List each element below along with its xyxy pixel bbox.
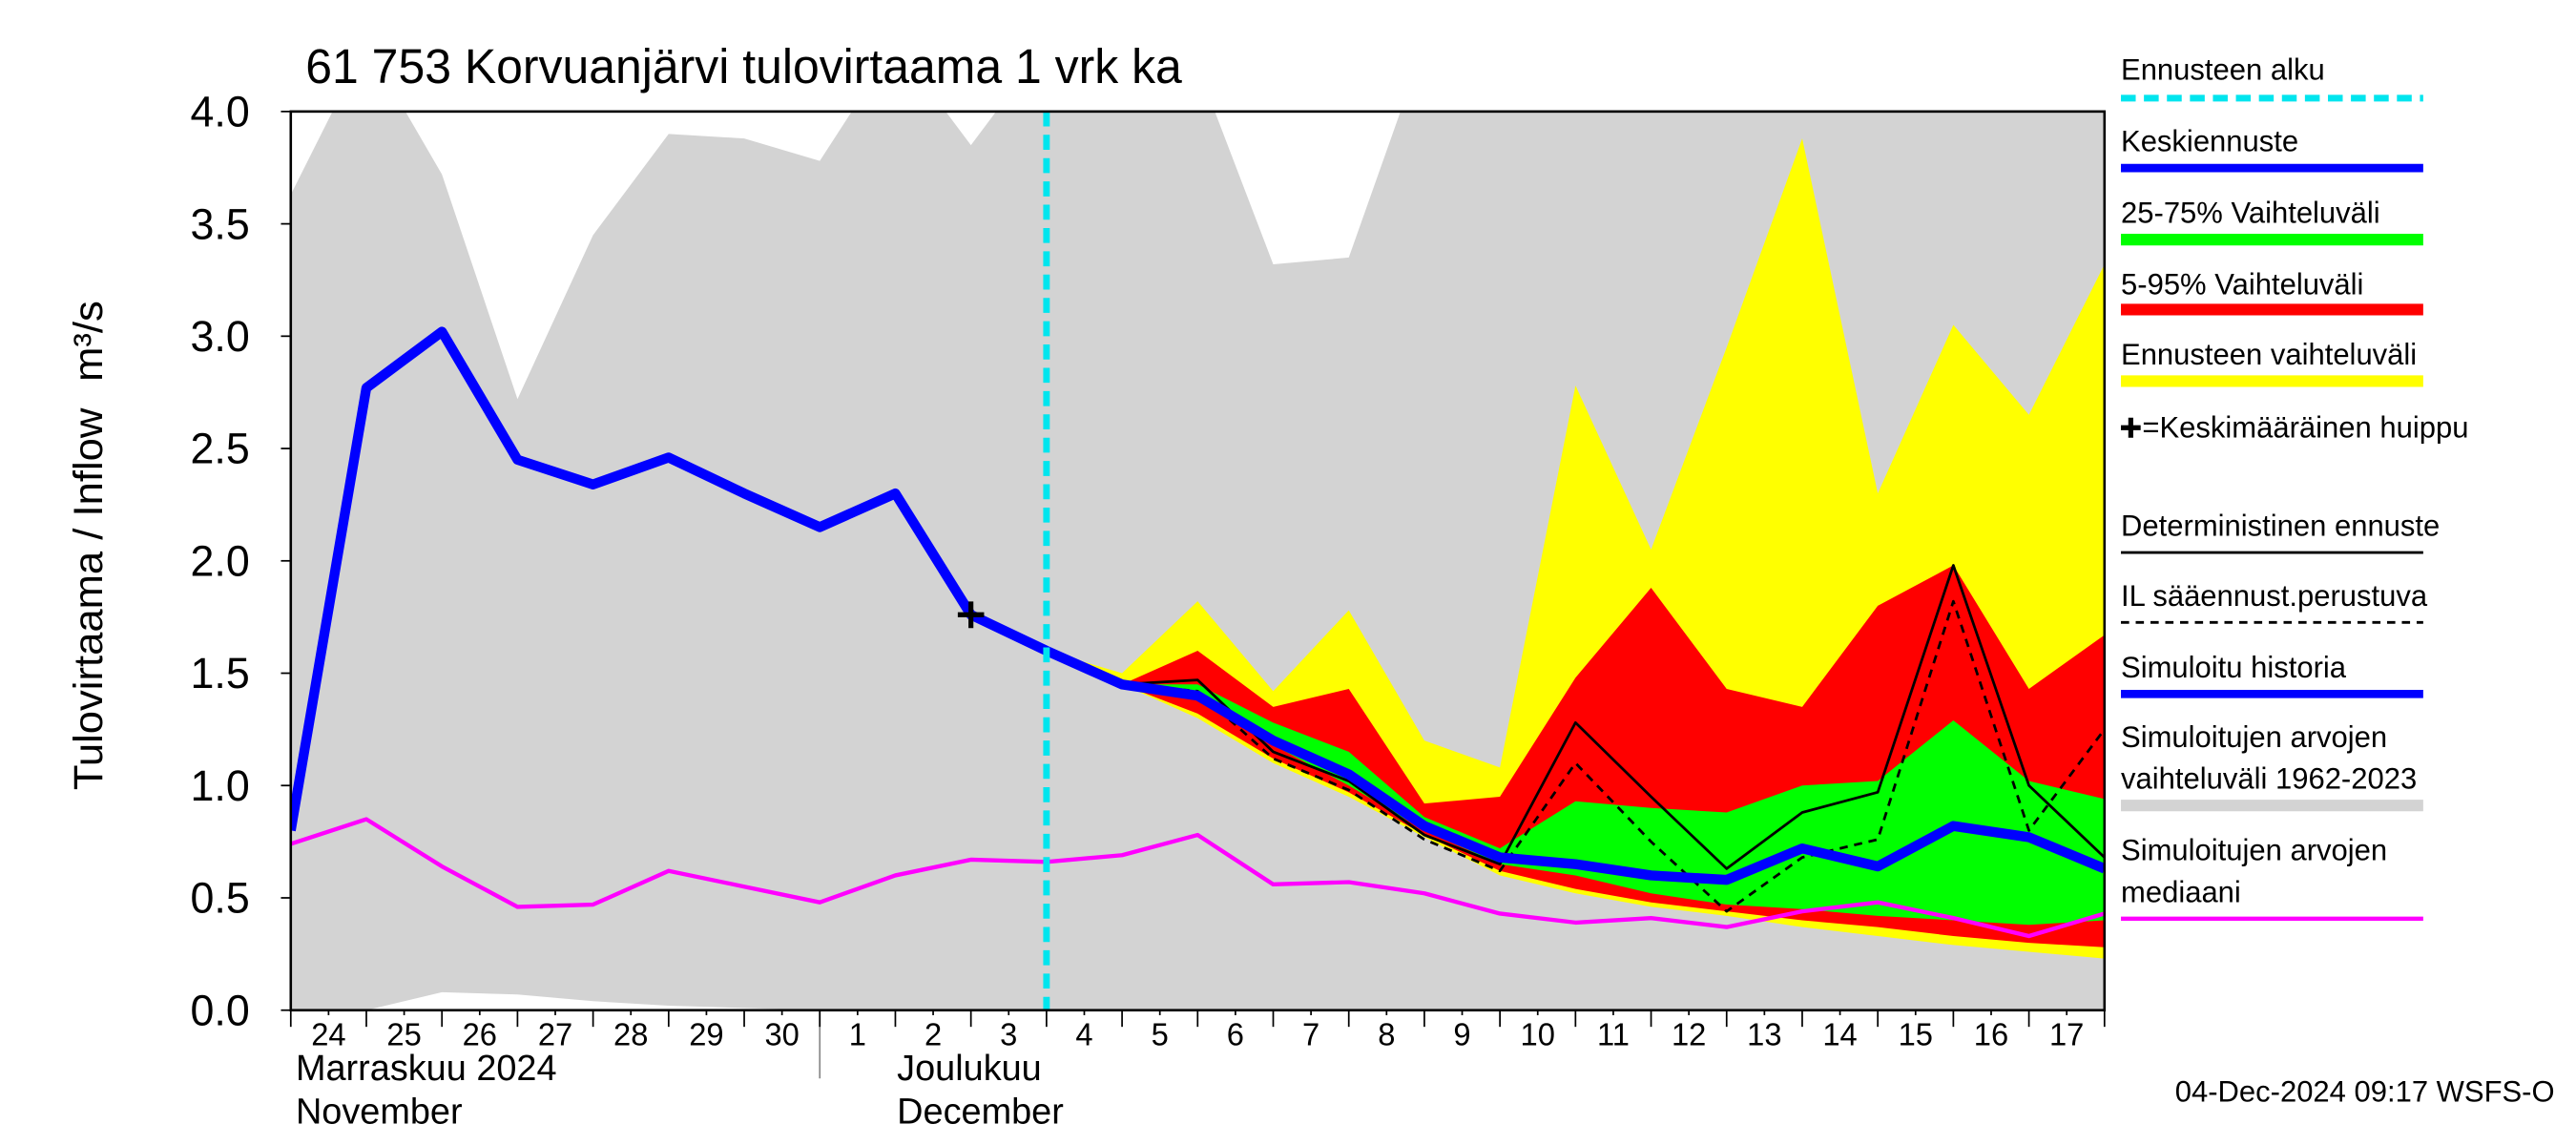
y-tick-label: 4.0 [191, 87, 250, 135]
y-axis-unit: m³/s [66, 301, 112, 382]
legend-swatch [2121, 417, 2141, 438]
legend-text: Simuloitujen arvojen mediaani [2121, 833, 2388, 909]
month-label: December [897, 1091, 1064, 1132]
x-tick-label: 3 [1000, 1016, 1017, 1051]
plot-area [290, 111, 2105, 1010]
legend-label: Simuloitujen arvojen mediaani [2121, 833, 2388, 909]
month-label: Marraskuu 2024 [296, 1048, 557, 1089]
series-line [1122, 564, 2105, 870]
month-label: November [296, 1091, 463, 1132]
legend-text: Ennusteen vaihteluväli [2121, 338, 2418, 371]
x-tick-label: 16 [1974, 1016, 2008, 1051]
y-tick-label: 1.0 [191, 761, 250, 810]
legend-label: IL sääennust.perustuva [2121, 578, 2428, 613]
y-axis-title: Tulovirtaama / Inflow [66, 407, 112, 790]
x-tick-label: 26 [463, 1016, 497, 1051]
y-tick-label: 2.0 [191, 536, 250, 585]
y-tick-label: 0.0 [191, 986, 250, 1034]
legend-text: =Keskimääräinen huippu [2142, 410, 2469, 445]
legend-label: Deterministinen ennuste [2121, 509, 2441, 543]
legend-label: 5-95% Vaihteluväli [2121, 267, 2364, 302]
chart-title: 61 753 Korvuanjärvi tulovirtaama 1 vrk k… [305, 40, 1182, 94]
x-tick-label: 4 [1075, 1016, 1092, 1051]
legend-text: Simuloitujen arvojen vaihteluväli 1962-2… [2121, 720, 2418, 796]
series-line [290, 326, 1049, 832]
x-tick-label: 29 [689, 1016, 723, 1051]
x-tick-label: 2 [924, 1016, 942, 1051]
x-tick-label: 15 [1899, 1016, 1933, 1051]
legend-label: 25-75% Vaihteluväli [2121, 196, 2380, 230]
axes: 0.00.51.01.52.02.53.03.54.024 25 26 27 28 29 3… [191, 87, 2106, 1051]
x-tick-label: 5 [1152, 1016, 1169, 1051]
series-line [1044, 646, 2105, 885]
legend-label: Keskiennuste [2121, 124, 2299, 158]
x-tick-label: 8 [1378, 1016, 1395, 1051]
y-tick-label: 1.5 [191, 649, 250, 697]
legend: Ennusteen alku Keskiennuste 25-75% Vaihtel… [2121, 52, 2469, 921]
legend-text: IL sääennust.perustuva [2121, 578, 2428, 613]
legend-text: 5-95% Vaihteluväli [2121, 267, 2364, 302]
y-tick-label: 0.5 [191, 873, 250, 922]
x-tick-label: 27 [538, 1016, 572, 1051]
y-tick-label: 3.0 [191, 312, 250, 361]
x-tick-label: 13 [1747, 1016, 1781, 1051]
x-tick-label: 25 [386, 1016, 421, 1051]
y-tick-label: 3.5 [191, 199, 250, 248]
series-line [290, 817, 2105, 939]
x-tick-label: 11 [1597, 1016, 1630, 1051]
x-tick-label: 6 [1227, 1016, 1244, 1051]
y-tick-label: 2.5 [191, 424, 250, 472]
legend-label: Simuloitu historia [2121, 650, 2347, 684]
x-tick-label: 1 [849, 1016, 866, 1051]
legend-text: Ennusteen alku [2121, 52, 2325, 87]
x-tick-label: 7 [1302, 1016, 1319, 1051]
month-label: Joulukuu [897, 1048, 1042, 1089]
legend-text: Simuloitu historia [2121, 650, 2347, 684]
legend-label: Ennusteen alku [2121, 52, 2325, 87]
legend-label: Simuloitujen arvojen vaihteluväli 1962-2… [2121, 720, 2418, 796]
x-tick-label: 17 [2049, 1016, 2084, 1051]
x-tick-label: 28 [613, 1016, 648, 1051]
legend-text: 25-75% Vaihteluväli [2121, 196, 2380, 230]
x-tick-label: 12 [1672, 1016, 1706, 1051]
x-tick-label: 10 [1521, 1016, 1555, 1051]
mean-peak-marker [957, 601, 985, 629]
footer: 04-Dec-2024 09:17 WSFS-O [2175, 1074, 2555, 1108]
x-tick-label: 14 [1822, 1016, 1857, 1051]
legend-label: =Keskimääräinen huippu [2142, 410, 2469, 445]
legend-text: Deterministinen ennuste [2121, 509, 2441, 543]
x-tick-label: 30 [764, 1016, 799, 1051]
x-tick-label: 24 [311, 1016, 345, 1051]
x-tick-label: 9 [1453, 1016, 1470, 1051]
legend-text: Keskiennuste [2121, 124, 2299, 158]
legend-label: Ennusteen vaihteluväli [2121, 338, 2418, 371]
